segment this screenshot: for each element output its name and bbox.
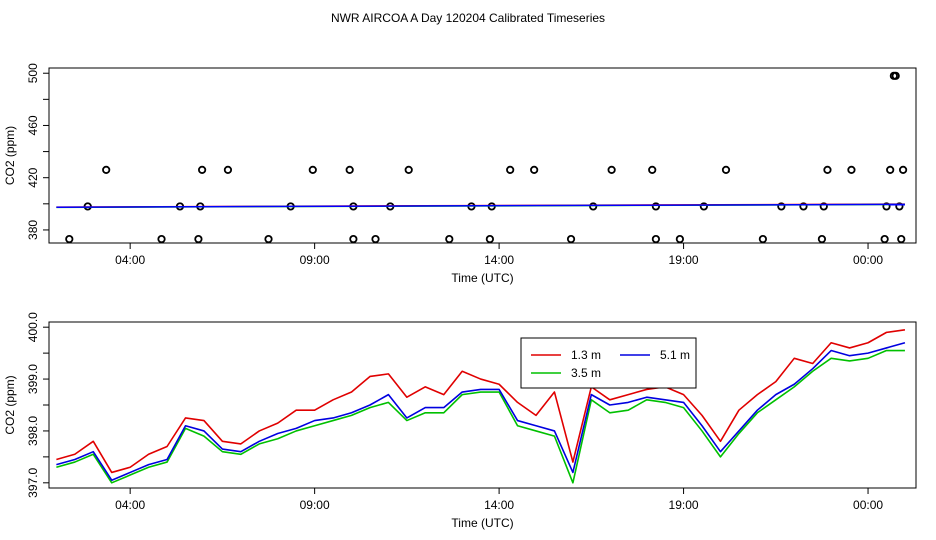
data-point bbox=[194, 234, 203, 244]
y-tick-label: 420 bbox=[26, 167, 40, 187]
plot-frame bbox=[48, 321, 917, 489]
legend-label: 5.1 m bbox=[660, 348, 690, 362]
data-point bbox=[345, 165, 354, 174]
x-tick-label: 09:00 bbox=[300, 253, 330, 267]
y-tick-label: 500 bbox=[26, 63, 40, 83]
chart-title: NWR AIRCOA A Day 120204 Calibrated Times… bbox=[331, 11, 605, 25]
x-tick-label: 19:00 bbox=[669, 498, 699, 512]
x-tick-label: 00:00 bbox=[853, 498, 883, 512]
legend-box bbox=[520, 337, 697, 389]
data-point bbox=[891, 71, 900, 80]
data-point bbox=[530, 165, 539, 174]
x-tick-label: 19:00 bbox=[669, 253, 699, 267]
data-point bbox=[651, 234, 661, 244]
data-point bbox=[651, 202, 661, 211]
series-line bbox=[56, 328, 906, 474]
y-tick-label: 380 bbox=[26, 220, 40, 240]
x-axis-label: Time (UTC) bbox=[451, 516, 513, 530]
x-tick-label: 04:00 bbox=[115, 253, 145, 267]
x-axis-label: Time (UTC) bbox=[451, 271, 513, 285]
data-point bbox=[589, 202, 598, 211]
data-point bbox=[371, 234, 380, 244]
x-tick-label: 14:00 bbox=[484, 253, 514, 267]
legend-label: 1.3 m bbox=[571, 348, 601, 362]
data-point bbox=[404, 165, 413, 174]
data-point bbox=[777, 202, 786, 211]
data-point bbox=[886, 165, 895, 174]
data-point bbox=[648, 165, 657, 174]
data-point bbox=[882, 202, 891, 211]
data-point bbox=[65, 234, 74, 244]
data-point bbox=[847, 165, 856, 174]
data-point bbox=[897, 234, 906, 244]
x-tick-label: 00:00 bbox=[853, 253, 883, 267]
data-point bbox=[102, 165, 111, 174]
data-point bbox=[485, 234, 494, 244]
data-point bbox=[819, 202, 828, 211]
data-point bbox=[607, 165, 616, 174]
data-point bbox=[223, 165, 233, 174]
data-point bbox=[566, 234, 576, 244]
data-point bbox=[721, 165, 731, 174]
data-point bbox=[895, 202, 904, 211]
plot-frame bbox=[48, 67, 917, 244]
series-line bbox=[56, 203, 905, 208]
y-tick-label: 399.0 bbox=[26, 364, 40, 394]
data-point bbox=[308, 165, 317, 174]
lower-chart-panel: 04:00 09:00 14:00 19:00 00:00 Time (UTC) 397.0… bbox=[3, 312, 917, 530]
legend-label: 3.5 m bbox=[571, 366, 601, 380]
y-tick-label: 460 bbox=[26, 115, 40, 135]
x-tick-label: 04:00 bbox=[115, 498, 145, 512]
data-point bbox=[758, 234, 767, 244]
y-tick-label: 397.0 bbox=[26, 467, 40, 497]
data-point bbox=[675, 234, 684, 244]
x-tick-label: 09:00 bbox=[300, 498, 330, 512]
data-point bbox=[506, 165, 515, 174]
upper-chart-panel: 04:00 09:00 14:00 19:00 00:00 Time (UTC) 380 42… bbox=[3, 63, 917, 285]
data-point bbox=[198, 165, 207, 174]
y-axis-label: CO2 (ppm) bbox=[3, 375, 17, 434]
data-point bbox=[823, 165, 832, 174]
data-point bbox=[349, 234, 358, 244]
data-point bbox=[264, 234, 273, 244]
data-point bbox=[445, 234, 454, 244]
y-tick-label: 400.0 bbox=[26, 312, 40, 342]
series-line bbox=[56, 341, 906, 482]
data-point bbox=[817, 234, 827, 244]
y-axis-label: CO2 (ppm) bbox=[3, 126, 17, 185]
x-tick-label: 14:00 bbox=[484, 498, 514, 512]
data-point bbox=[699, 202, 708, 211]
series-line bbox=[56, 349, 905, 484]
data-point bbox=[898, 165, 908, 174]
y-tick-label: 398.0 bbox=[26, 416, 40, 446]
data-point bbox=[880, 234, 889, 244]
data-point bbox=[799, 202, 808, 211]
data-point bbox=[157, 234, 166, 244]
